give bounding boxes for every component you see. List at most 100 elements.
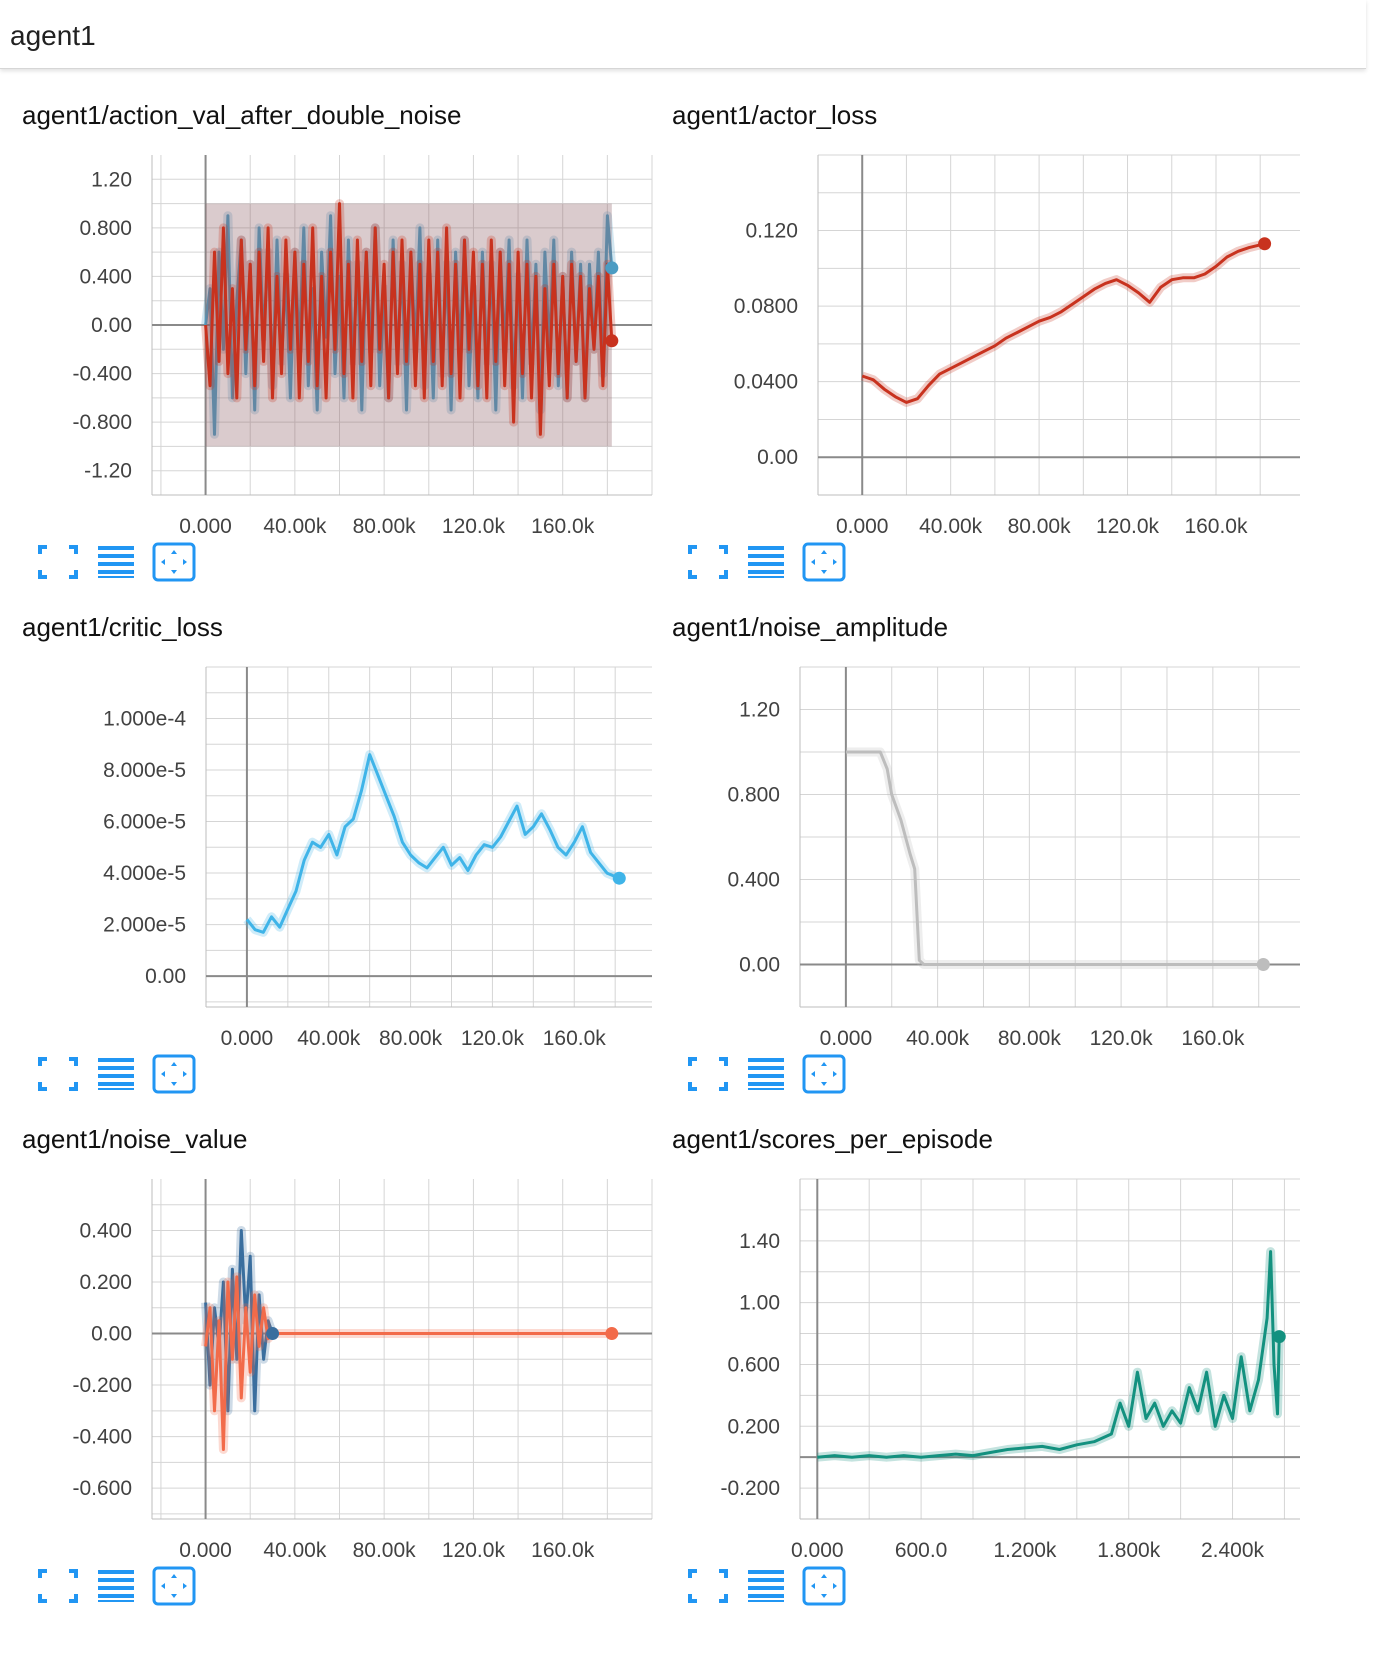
fit-domain-button[interactable] — [802, 1054, 846, 1094]
chart-plot[interactable]: 0.000 40.00k 80.00k 120.0k 160.0k 1.20 0.800 0.… — [0, 100, 680, 540]
chart-card: agent1/action_val_after_double_noise 0.00… — [0, 100, 680, 630]
chart-plot[interactable]: 0.000 40.00k 80.00k 120.0k 160.0k 0.120 0.0800… — [650, 100, 1330, 540]
fit-domain-icon — [802, 542, 846, 582]
toggle-y-log-button[interactable] — [744, 1054, 788, 1094]
series-line — [204, 202, 614, 436]
y-tick-label: -0.600 — [72, 1477, 132, 1500]
fit-domain-button[interactable] — [152, 1054, 196, 1094]
expand-chart-button[interactable] — [36, 1054, 80, 1094]
series-group — [201, 1226, 612, 1454]
toggle-y-log-button[interactable] — [744, 542, 788, 582]
chart-toolbar — [686, 542, 926, 586]
x-tick-label: 120.0k — [442, 515, 506, 538]
expand-chart-button[interactable] — [36, 542, 80, 582]
x-tick-label: 160.0k — [531, 515, 595, 538]
chart-card: agent1/scores_per_episode 0.000 600.0 1.200… — [650, 1124, 1330, 1654]
expand-chart-button[interactable] — [36, 1566, 80, 1606]
expand-chart-button[interactable] — [686, 1054, 730, 1094]
expand-icon — [688, 1569, 728, 1603]
fit-domain-button[interactable] — [802, 1566, 846, 1606]
x-tick-label: 120.0k — [1090, 1027, 1154, 1050]
expand-icon — [688, 1057, 728, 1091]
x-tick-label: 120.0k — [1096, 515, 1160, 538]
chart-plot[interactable]: 0.000 40.00k 80.00k 120.0k 160.0k 1.20 0.800 0.… — [650, 612, 1330, 1052]
x-tick-label: 600.0 — [895, 1539, 948, 1562]
x-tick-label: 40.00k — [263, 1539, 327, 1562]
series-group — [860, 239, 1266, 407]
chart-plot[interactable]: 0.000 40.00k 80.00k 120.0k 160.0k 0.400 0.200 0… — [0, 1124, 680, 1564]
x-tick-label: 0.000 — [179, 1539, 232, 1562]
toggle-y-log-button[interactable] — [744, 1566, 788, 1606]
x-tick-label: 160.0k — [531, 1539, 595, 1562]
lines-icon — [98, 1058, 134, 1090]
x-tick-label: 40.00k — [906, 1027, 970, 1050]
x-tick-label: 80.00k — [1008, 515, 1072, 538]
y-tick-label: 0.00 — [739, 954, 780, 977]
x-tick-label: 80.00k — [998, 1027, 1062, 1050]
lines-icon — [748, 546, 784, 578]
y-tick-label: 1.40 — [739, 1230, 780, 1253]
y-tick-label: 0.800 — [79, 217, 132, 240]
y-tick-label: 8.000e-5 — [103, 759, 186, 782]
chart-title: agent1/noise_amplitude — [672, 612, 949, 642]
fit-domain-button[interactable] — [152, 1566, 196, 1606]
series-line — [204, 1275, 612, 1451]
y-tick-label: 0.120 — [745, 220, 798, 243]
x-tick-label: 120.0k — [461, 1027, 525, 1050]
series-group — [243, 750, 622, 937]
series-end-point — [612, 871, 626, 885]
lines-icon — [748, 1058, 784, 1090]
y-tick-label: 0.00 — [145, 965, 186, 988]
expand-icon — [688, 545, 728, 579]
expand-chart-button[interactable] — [686, 542, 730, 582]
lines-icon — [98, 546, 134, 578]
toggle-y-log-button[interactable] — [94, 1566, 138, 1606]
x-tick-label: 160.0k — [1181, 1027, 1245, 1050]
x-tick-label: 0.000 — [836, 515, 889, 538]
series-raw-line — [201, 1272, 612, 1454]
series-end-point — [605, 261, 619, 275]
series-end-point — [266, 1327, 280, 1341]
grid — [817, 154, 1300, 495]
y-tick-label: 1.20 — [91, 168, 132, 191]
y-tick-label: 1.000e-4 — [103, 708, 186, 731]
toggle-y-log-button[interactable] — [94, 542, 138, 582]
x-tick-label: 1.800k — [1097, 1539, 1161, 1562]
fit-domain-icon — [802, 1566, 846, 1606]
fit-domain-icon — [152, 542, 196, 582]
y-tick-label: 0.00 — [91, 1323, 132, 1346]
expand-icon — [38, 1569, 78, 1603]
series-group — [816, 1247, 1284, 1462]
expand-chart-button[interactable] — [686, 1566, 730, 1606]
x-tick-label: 0.000 — [791, 1539, 844, 1562]
grid — [152, 1179, 653, 1519]
x-tick-label: 160.0k — [543, 1027, 607, 1050]
y-tick-label: 6.000e-5 — [103, 811, 186, 834]
y-tick-label: 2.000e-5 — [103, 914, 186, 937]
y-tick-label: 0.400 — [727, 869, 780, 892]
y-tick-label: -0.400 — [72, 1426, 132, 1449]
y-tick-label: 0.400 — [79, 265, 132, 288]
series-end-point — [1258, 237, 1272, 251]
x-tick-label: 80.00k — [379, 1027, 443, 1050]
toggle-y-log-button[interactable] — [94, 1054, 138, 1094]
fit-domain-button[interactable] — [152, 542, 196, 582]
y-tick-label: 0.600 — [727, 1353, 780, 1376]
x-tick-label: 120.0k — [442, 1539, 506, 1562]
chart-plot[interactable]: 0.000 600.0 1.200k 1.800k 2.400k 1.40 1.00 0.60… — [650, 1124, 1330, 1564]
series-end-point — [1272, 1330, 1286, 1344]
y-tick-label: 0.0800 — [734, 295, 798, 318]
series-raw-line — [845, 747, 1264, 969]
series-end-point — [605, 334, 619, 348]
chart-plot[interactable]: 0.000 40.00k 80.00k 120.0k 160.0k 1.000e-4 8.0… — [0, 612, 680, 1052]
x-tick-label: 0.000 — [820, 1027, 873, 1050]
y-tick-label: -0.800 — [72, 411, 132, 434]
fit-domain-button[interactable] — [802, 542, 846, 582]
chart-card: agent1/noise_value 0.000 40.00k 80.00k 120.0… — [0, 1124, 680, 1654]
chart-toolbar — [36, 1566, 276, 1610]
run-group-title: agent1 — [10, 20, 96, 51]
x-tick-label: 0.000 — [179, 515, 232, 538]
y-tick-label: -0.400 — [72, 363, 132, 386]
x-tick-label: 80.00k — [353, 1539, 417, 1562]
lines-icon — [748, 1570, 784, 1602]
